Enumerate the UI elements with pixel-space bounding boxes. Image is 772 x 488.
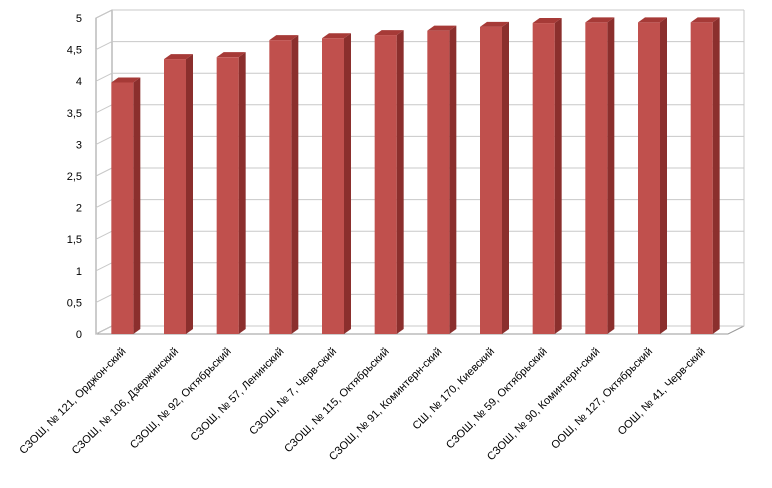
bar-top <box>111 77 141 83</box>
bar-side <box>712 17 720 334</box>
gridline-side <box>95 293 113 303</box>
bar-front <box>111 82 134 335</box>
bar-front <box>690 22 713 334</box>
bar <box>269 35 299 335</box>
bar <box>111 77 141 335</box>
bar-side <box>396 30 404 335</box>
bar-top <box>216 52 246 58</box>
y-tick-label: 1 <box>76 266 82 278</box>
bar-top <box>638 17 667 23</box>
x-tick-label: СЗОШ, № 121, Орджон-ский <box>17 346 128 457</box>
bar-top <box>690 17 720 23</box>
y-tick-label: 1,5 <box>67 234 82 246</box>
bar-side <box>554 18 562 334</box>
bar-front <box>216 57 239 335</box>
x-tick-label: СЗОШ, № 57, Ленинский <box>188 346 286 444</box>
bar-top <box>585 17 615 23</box>
y-tick-label: 2 <box>76 203 82 215</box>
bar <box>585 17 615 334</box>
bar <box>690 17 720 334</box>
x-tick-label: СЗОШ, № 91, Коминтерн-ский <box>327 346 444 463</box>
bar-side <box>238 52 246 335</box>
y-tick-label: 2,5 <box>67 171 82 183</box>
y-tick-label: 0,5 <box>67 297 82 309</box>
bar-front <box>374 35 397 335</box>
y-tick-label: 4,5 <box>67 45 82 57</box>
bar <box>164 54 193 334</box>
bar-top <box>532 18 562 24</box>
bar-top <box>427 25 457 31</box>
bar <box>638 17 667 334</box>
gridline-side <box>95 72 113 82</box>
bar <box>374 30 404 335</box>
x-tick-label: ООШ, № 41, Черв-ский <box>616 346 708 438</box>
y-tick-label: 3,5 <box>67 108 82 120</box>
bar-front <box>585 22 608 334</box>
gridline-side <box>95 262 113 272</box>
bar-front <box>532 23 555 334</box>
bar-side <box>607 17 615 334</box>
x-tick-label: СЗОШ, № 59, Октябрьский <box>444 346 550 452</box>
bar <box>322 33 351 334</box>
gridline-side <box>95 230 113 240</box>
x-tick-label: СЗОШ, № 115, Октябрьский <box>282 346 391 455</box>
bar-front <box>269 40 292 335</box>
bar <box>480 21 509 335</box>
bar-side <box>660 17 667 334</box>
bar-side <box>449 25 457 334</box>
x-tick-label: СЗОШ, № 92, Октябрьский <box>128 346 234 452</box>
x-tick-label: СЗОШ, № 90, Коминтерн-ский <box>485 346 602 463</box>
bar <box>532 18 562 334</box>
bar-side <box>186 54 193 334</box>
bar-top <box>374 30 404 36</box>
gridline-side <box>95 167 113 177</box>
x-tick-label: СЗОШ, № 7, Черв-ский <box>247 346 339 438</box>
bar-top <box>269 35 299 41</box>
y-tick-label: 0 <box>76 329 82 341</box>
bar-front <box>322 38 344 334</box>
bar-top <box>480 21 509 27</box>
bar <box>427 25 457 334</box>
y-tick-label: 5 <box>76 13 82 25</box>
bar-side <box>502 21 509 335</box>
bar-side <box>133 77 141 335</box>
bar-front <box>164 59 186 334</box>
x-tick-label: СЗОШ, № 106, Дзержинский <box>70 346 181 457</box>
x-tick-label: ООШ, № 127, Октябрьский <box>549 346 655 452</box>
gridline-side <box>95 325 113 335</box>
gridline-side <box>95 9 113 19</box>
bar <box>216 52 246 335</box>
y-tick-label: 3 <box>76 139 82 151</box>
gridline-side <box>95 104 113 114</box>
bar-front <box>638 22 660 334</box>
gridline-side <box>95 41 113 51</box>
bar-top <box>322 33 351 39</box>
y-tick-label: 4 <box>76 76 82 88</box>
bar-front <box>427 30 450 334</box>
gridline-side <box>95 199 113 209</box>
bar-top <box>164 54 193 60</box>
bar-side <box>344 33 351 334</box>
bar-side <box>291 35 299 335</box>
gridline-side <box>95 135 113 145</box>
bar-front <box>480 26 502 335</box>
